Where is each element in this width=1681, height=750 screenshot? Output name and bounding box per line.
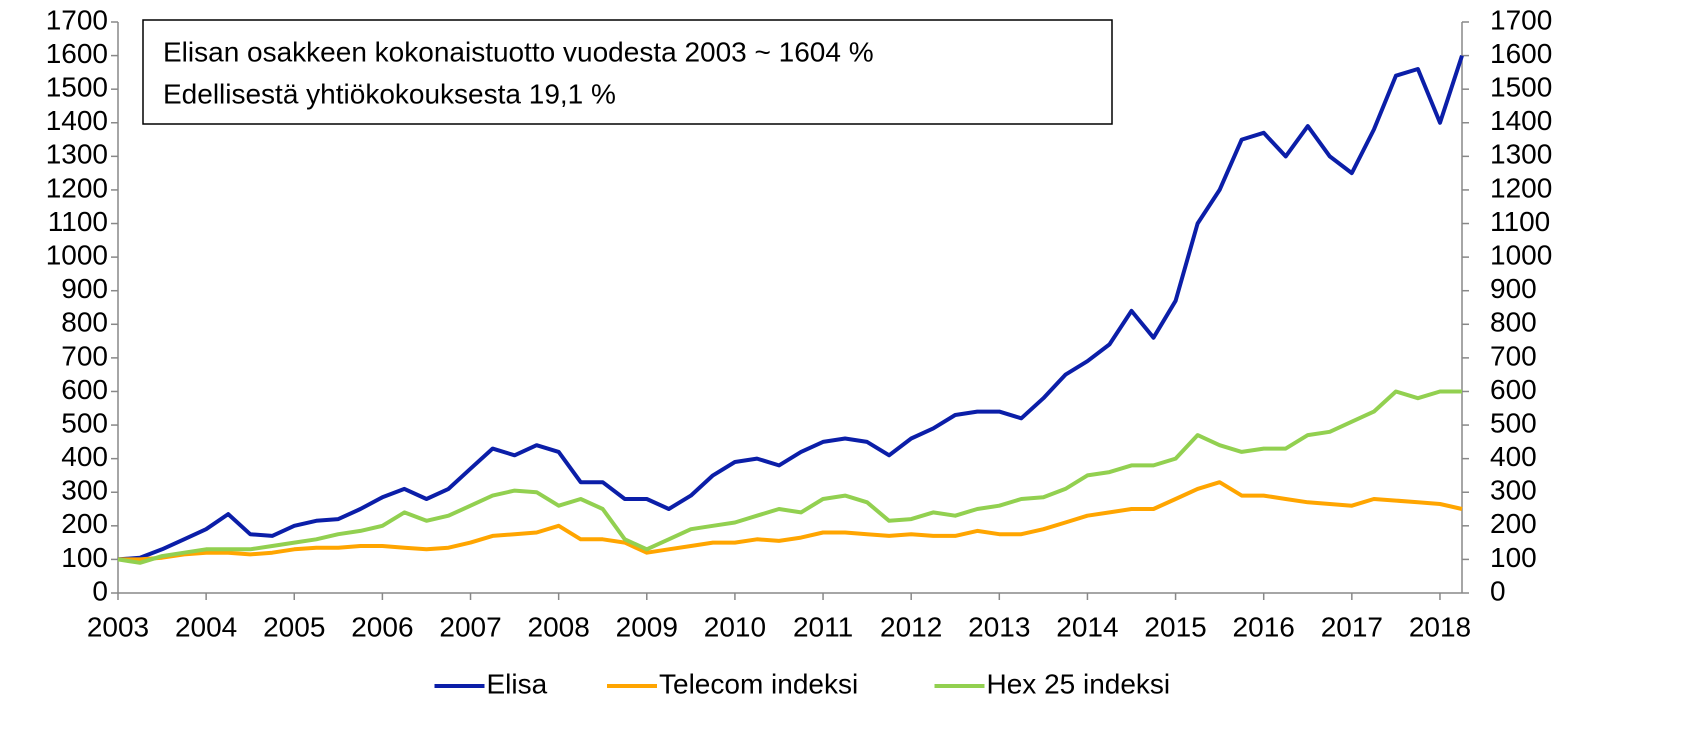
x-tick-label: 2013 (968, 611, 1030, 642)
x-tick-label: 2017 (1321, 611, 1383, 642)
x-tick-label: 2012 (880, 611, 942, 642)
y-tick-label: 500 (61, 407, 108, 438)
y-tick-label: 1400 (46, 105, 108, 136)
y2-tick-label: 400 (1490, 441, 1537, 472)
y-tick-label: 600 (61, 374, 108, 405)
y-tick-label: 200 (61, 508, 108, 539)
y-tick-label: 1200 (46, 172, 108, 203)
y-tick-label: 700 (61, 340, 108, 371)
y-tick-label: 800 (61, 307, 108, 338)
y2-tick-label: 300 (1490, 475, 1537, 506)
y2-tick-label: 800 (1490, 307, 1537, 338)
y2-tick-label: 1600 (1490, 38, 1552, 69)
y2-tick-label: 1100 (1490, 206, 1550, 237)
y-tick-label: 1600 (46, 38, 108, 69)
series-line (118, 480, 1463, 562)
x-tick-label: 2003 (87, 611, 149, 642)
x-tick-label: 2010 (704, 611, 766, 642)
y2-tick-label: 1400 (1490, 105, 1552, 136)
y2-tick-label: 600 (1490, 374, 1537, 405)
x-tick-label: 2018 (1409, 611, 1471, 642)
y2-tick-label: 1500 (1490, 72, 1552, 103)
y-tick-label: 100 (61, 542, 108, 573)
x-tick-label: 2004 (175, 611, 237, 642)
x-tick-label: 2016 (1233, 611, 1295, 642)
y2-tick-label: 200 (1490, 508, 1537, 539)
y2-tick-label: 100 (1490, 542, 1537, 573)
x-tick-label: 2015 (1144, 611, 1206, 642)
x-tick-label: 2007 (439, 611, 501, 642)
annotation-box (142, 19, 1113, 125)
y2-tick-label: 0 (1490, 575, 1506, 606)
y2-tick-label: 1700 (1490, 4, 1552, 35)
y2-tick-label: 1200 (1490, 172, 1552, 203)
y-tick-label: 1300 (46, 139, 108, 170)
y2-tick-label: 1000 (1490, 240, 1552, 271)
annotation: Elisan osakkeen kokonaistuotto vuodesta … (163, 36, 874, 67)
y-tick-label: 400 (61, 441, 108, 472)
legend-label: Telecom indeksi (659, 668, 858, 699)
x-tick-label: 2005 (263, 611, 325, 642)
x-tick-label: 2006 (351, 611, 413, 642)
y-tick-label: 1100 (48, 206, 108, 237)
y-tick-label: 900 (61, 273, 108, 304)
y2-tick-label: 500 (1490, 407, 1537, 438)
x-tick-label: 2009 (616, 611, 678, 642)
y-tick-label: 1500 (46, 72, 108, 103)
annotation: Edellisestä yhtiökokouksesta 19,1 % (163, 78, 616, 109)
x-tick-label: 2014 (1056, 611, 1118, 642)
x-tick-label: 2011 (793, 611, 853, 642)
legend-label: Elisa (487, 668, 548, 699)
y-tick-label: 0 (92, 575, 108, 606)
x-tick-label: 2008 (528, 611, 590, 642)
series-line (117, 54, 1464, 562)
y2-tick-label: 700 (1490, 340, 1537, 371)
series-line (117, 389, 1462, 565)
y2-tick-label: 900 (1490, 273, 1537, 304)
y-tick-label: 1700 (46, 4, 108, 35)
y-tick-label: 300 (61, 475, 108, 506)
y2-tick-label: 1300 (1490, 139, 1552, 170)
legend-label: Hex 25 indeksi (987, 668, 1171, 699)
y-tick-label: 1000 (46, 240, 108, 271)
